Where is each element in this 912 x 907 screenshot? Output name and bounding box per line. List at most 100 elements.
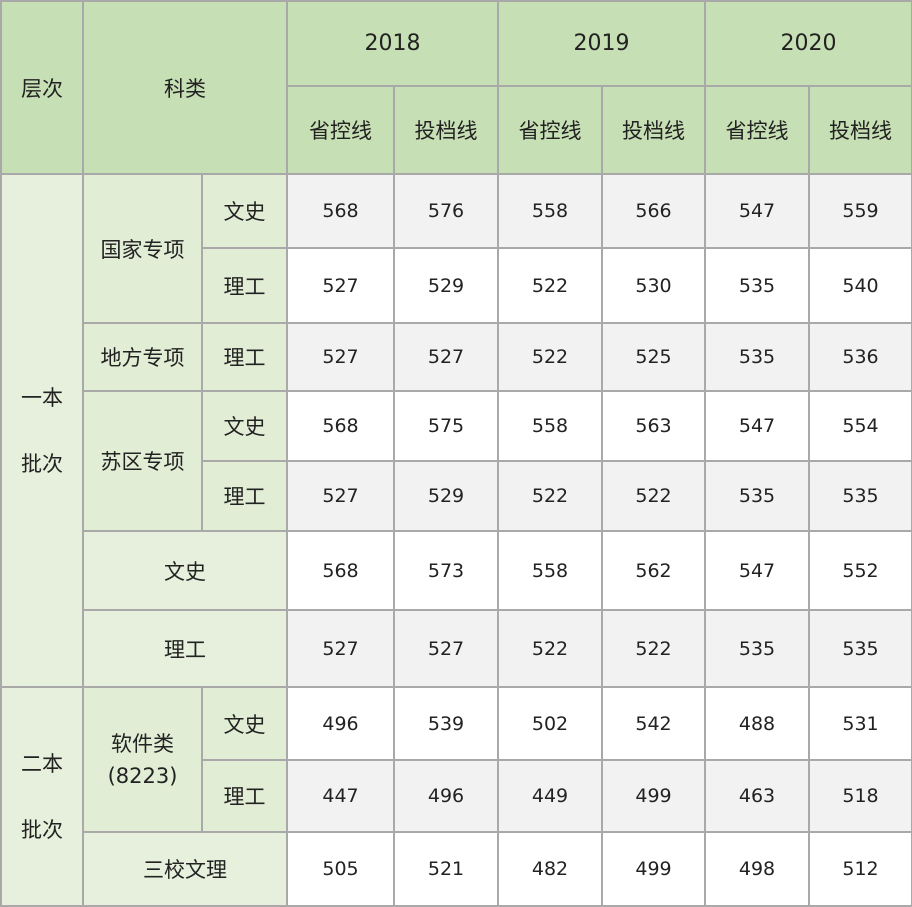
- value-cell: 530: [601, 247, 706, 324]
- value-cell: 529: [393, 247, 499, 324]
- header-row-years: 层次 科类 2018 2019 2020: [0, 0, 912, 175]
- group-cell-difang: 地方专项: [82, 322, 203, 392]
- value-cell: 568: [286, 530, 395, 611]
- track-cell: 三校文理: [82, 831, 288, 907]
- level-cell-erben: 二本 批次: [0, 686, 84, 907]
- value-cell: 449: [497, 759, 603, 833]
- track-cell: 理工: [201, 759, 288, 833]
- track-cell: 文史: [201, 390, 288, 462]
- value-cell: 573: [393, 530, 499, 611]
- value-cell: 527: [393, 322, 499, 392]
- value-cell: 554: [808, 390, 912, 462]
- group-cell-ruanjian: 软件类 (8223): [82, 686, 203, 833]
- header-subcol: 省控线: [286, 85, 395, 175]
- value-cell: 496: [286, 686, 395, 761]
- value-cell: 558: [497, 390, 603, 462]
- value-cell: 575: [393, 390, 499, 462]
- header-row-subcols: 省控线 投档线 省控线 投档线 省控线 投档线: [1, 85, 912, 175]
- value-cell: 535: [704, 247, 810, 324]
- level-label: 批次: [21, 451, 63, 476]
- value-cell: 522: [497, 322, 603, 392]
- value-cell: 463: [704, 759, 810, 833]
- value-cell: 482: [497, 831, 603, 907]
- table-row: 地方专项 理工 527 527 522 525 535 536: [1, 322, 912, 392]
- header-subcol: 投档线: [808, 85, 912, 175]
- header-year-2018: 2018: [286, 0, 499, 87]
- value-cell: 527: [286, 247, 395, 324]
- track-cell: 理工: [82, 609, 288, 688]
- header-subcol: 投档线: [601, 85, 706, 175]
- table-row: 一本 批次 国家专项 文史 568 576 558 566 547 559: [0, 173, 912, 688]
- value-cell: 535: [704, 460, 810, 532]
- track-cell: 文史: [201, 173, 288, 249]
- group-cell-guojia: 国家专项: [82, 173, 203, 324]
- value-cell: 539: [393, 686, 499, 761]
- level-label: 一本: [21, 385, 63, 410]
- value-cell: 502: [497, 686, 603, 761]
- value-cell: 499: [601, 831, 706, 907]
- table-row: 三校文理 505 521 482 499 498 512: [1, 831, 912, 907]
- value-cell: 522: [601, 460, 706, 532]
- value-cell: 525: [601, 322, 706, 392]
- header-level: 层次: [0, 0, 84, 175]
- value-cell: 547: [704, 390, 810, 462]
- value-cell: 535: [704, 609, 810, 688]
- value-cell: 521: [393, 831, 499, 907]
- value-cell: 576: [393, 173, 499, 249]
- value-cell: 527: [393, 609, 499, 688]
- track-cell: 理工: [201, 460, 288, 532]
- value-cell: 559: [808, 173, 912, 249]
- header-subcol: 投档线: [393, 85, 499, 175]
- value-cell: 505: [286, 831, 395, 907]
- track-cell: 文史: [201, 686, 288, 761]
- header-year-2019: 2019: [497, 0, 706, 87]
- value-cell: 547: [704, 173, 810, 249]
- value-cell: 547: [704, 530, 810, 611]
- value-cell: 498: [704, 831, 810, 907]
- track-cell: 理工: [201, 322, 288, 392]
- track-cell: 文史: [82, 530, 288, 611]
- group-cell-suqu: 苏区专项: [82, 390, 203, 532]
- value-cell: 522: [497, 609, 603, 688]
- table-row: 二本 批次 软件类 (8223) 文史 496 539 502 542 488 …: [0, 686, 912, 907]
- table-row: 文史 568 573 558 562 547 552: [1, 530, 912, 611]
- table-row: 理工 527 529 522 530 535 540: [1, 247, 912, 324]
- track-cell: 理工: [201, 247, 288, 324]
- value-cell: 522: [497, 247, 603, 324]
- value-cell: 566: [601, 173, 706, 249]
- value-cell: 558: [497, 530, 603, 611]
- value-cell: 529: [393, 460, 499, 532]
- value-cell: 527: [286, 609, 395, 688]
- value-cell: 512: [808, 831, 912, 907]
- value-cell: 568: [286, 390, 395, 462]
- header-year-2020: 2020: [704, 0, 912, 87]
- value-cell: 536: [808, 322, 912, 392]
- value-cell: 527: [286, 460, 395, 532]
- value-cell: 518: [808, 759, 912, 833]
- value-cell: 540: [808, 247, 912, 324]
- value-cell: 535: [808, 609, 912, 688]
- value-cell: 527: [286, 322, 395, 392]
- value-cell: 522: [601, 609, 706, 688]
- value-cell: 496: [393, 759, 499, 833]
- value-cell: 568: [286, 173, 395, 249]
- value-cell: 522: [497, 460, 603, 532]
- value-cell: 535: [808, 460, 912, 532]
- group-code: (8223): [107, 763, 178, 788]
- value-cell: 563: [601, 390, 706, 462]
- level-label: 批次: [21, 817, 63, 842]
- table-row: 苏区专项 文史 568 575 558 563 547 554: [1, 390, 912, 532]
- header-category: 科类: [82, 0, 288, 175]
- value-cell: 535: [704, 322, 810, 392]
- header-subcol: 省控线: [497, 85, 603, 175]
- value-cell: 552: [808, 530, 912, 611]
- group-label: 软件类: [111, 731, 174, 756]
- value-cell: 562: [601, 530, 706, 611]
- header-subcol: 省控线: [704, 85, 810, 175]
- value-cell: 499: [601, 759, 706, 833]
- table-row: 理工 527 529 522 522 535 535: [1, 460, 912, 532]
- value-cell: 531: [808, 686, 912, 761]
- table-row: 理工 447 496 449 499 463 518: [1, 759, 912, 833]
- value-cell: 558: [497, 173, 603, 249]
